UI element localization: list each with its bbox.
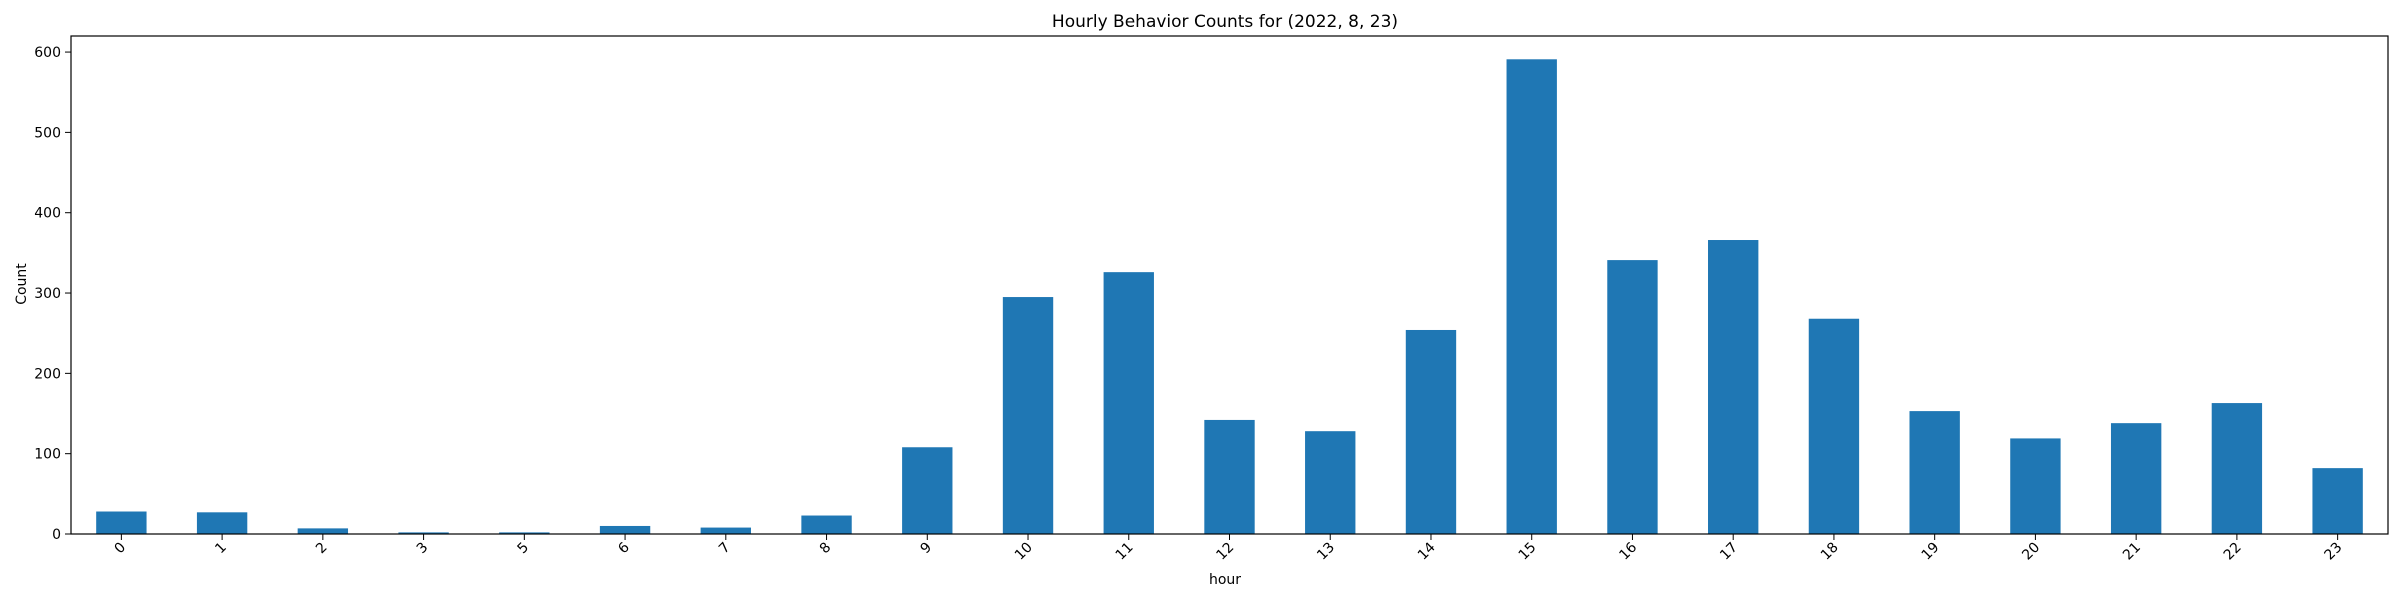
x-tick-label-12: 12: [1213, 540, 1237, 564]
x-tick-label-1: 1: [212, 540, 230, 558]
bar-hour-3: [398, 532, 449, 534]
bar-hour-5: [499, 532, 550, 534]
x-tick-label-7: 7: [716, 540, 734, 558]
x-tick-label-16: 16: [1616, 539, 1640, 563]
bar-hour-16: [1607, 260, 1658, 534]
bar-hour-1: [196, 512, 248, 534]
bar-hour-20: [2010, 438, 2061, 534]
x-tick-label-14: 14: [1415, 539, 1439, 563]
x-tick-label-17: 17: [1717, 540, 1741, 564]
bar-hour-13: [1305, 431, 1356, 534]
bar-hour-22: [2211, 403, 2263, 534]
plot-frame: [70, 35, 2389, 535]
x-tick-label-19: 19: [1919, 540, 1943, 564]
bar-hour-0: [96, 511, 147, 534]
x-tick-label-20: 20: [2019, 540, 2043, 564]
x-tick-label-21: 21: [2120, 540, 2144, 564]
y-tick-label-200: 200: [34, 366, 61, 382]
bar-hour-9: [902, 447, 953, 534]
x-axis-label: hour: [1209, 572, 1241, 588]
x-tick-label-2: 2: [313, 540, 331, 558]
x-tick-label-11: 11: [1113, 540, 1137, 564]
bar-hour-11: [1103, 272, 1154, 534]
x-tick-label-9: 9: [917, 540, 935, 558]
bar-hour-10: [1002, 297, 1054, 534]
bar-hour-6: [599, 525, 651, 534]
bar-hour-8: [801, 515, 852, 534]
bar-hour-14: [1405, 329, 1457, 534]
y-axis: 0 100 200 300 400 500 600: [34, 45, 71, 543]
x-axis: 0 1 2 3 5 6 7 8 9 10 11 12 13 14 15 16 17 18 19 20 21 22 23: [112, 534, 2346, 564]
x-tick-label-8: 8: [817, 540, 835, 558]
x-tick-label-15: 15: [1516, 540, 1540, 564]
x-tick-label-13: 13: [1314, 540, 1338, 564]
bar-hour-23: [2312, 468, 2363, 534]
y-tick-label-400: 400: [34, 206, 61, 222]
bars-group: [96, 59, 2363, 534]
x-tick-label-0: 0: [112, 540, 130, 558]
x-tick-label-5: 5: [515, 540, 533, 558]
x-tick-label-10: 10: [1012, 540, 1036, 564]
bar-hour-21: [2110, 423, 2162, 534]
y-axis-label: Count: [14, 263, 30, 305]
y-tick-label-300: 300: [34, 286, 61, 302]
chart-title: Hourly Behavior Counts for (2022, 8, 23): [1052, 12, 1398, 32]
x-tick-label-6: 6: [615, 539, 633, 557]
x-tick-label-22: 22: [2221, 540, 2245, 564]
y-tick-label-500: 500: [34, 125, 61, 141]
x-tick-label-3: 3: [414, 540, 432, 558]
bar-hour-19: [1909, 411, 1960, 534]
bar-hour-15: [1506, 59, 1557, 534]
y-tick-label-100: 100: [34, 447, 61, 463]
y-tick-label-600: 600: [34, 45, 61, 61]
bar-hour-17: [1708, 240, 1759, 534]
bar-hour-7: [700, 527, 751, 534]
x-tick-label-18: 18: [1818, 540, 1842, 564]
bar-hour-12: [1204, 419, 1255, 534]
bar-hour-18: [1808, 318, 1860, 534]
y-tick-label-0: 0: [52, 527, 61, 543]
x-tick-label-23: 23: [2322, 540, 2346, 564]
bar-hour-2: [297, 528, 349, 534]
